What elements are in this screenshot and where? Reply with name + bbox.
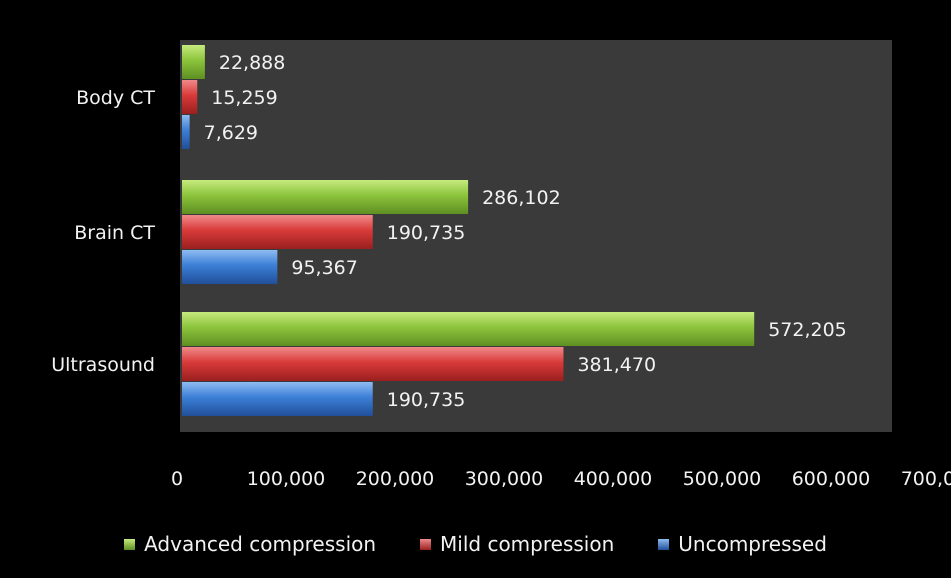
legend-label-advanced: Advanced compression bbox=[144, 532, 377, 556]
data-label-ultrasound-uncompressed: 190,735 bbox=[387, 389, 466, 411]
data-label-brain-ct-advanced: 286,102 bbox=[482, 187, 561, 209]
category-label-ultrasound: Ultrasound bbox=[51, 354, 155, 376]
legend-item-advanced: Advanced compression bbox=[124, 532, 376, 556]
bar-body-ct-uncompressed bbox=[182, 115, 190, 149]
legend-swatch-advanced bbox=[124, 538, 136, 550]
legend: Advanced compression Mild compression Un… bbox=[0, 527, 951, 561]
legend-swatch-mild bbox=[420, 538, 432, 550]
data-label-brain-ct-uncompressed: 95,367 bbox=[291, 257, 357, 279]
legend-item-mild: Mild compression bbox=[420, 532, 614, 556]
x-tick-label: 300,000 bbox=[465, 468, 544, 490]
bar-ultrasound-uncompressed bbox=[182, 382, 373, 416]
x-tick-label: 500,000 bbox=[683, 468, 762, 490]
x-tick-label: 200,000 bbox=[356, 468, 435, 490]
x-tick-label: 700,000 bbox=[901, 468, 951, 490]
x-tick-label: 600,000 bbox=[792, 468, 871, 490]
bar-ultrasound-mild bbox=[182, 347, 564, 381]
bar-brain-ct-uncompressed bbox=[182, 250, 278, 284]
bar-body-ct-advanced bbox=[182, 45, 205, 79]
data-label-ultrasound-advanced: 572,205 bbox=[768, 319, 847, 341]
legend-item-uncompressed: Uncompressed bbox=[658, 532, 827, 556]
x-tick-label: 0 bbox=[171, 468, 183, 490]
bar-body-ct-mild bbox=[182, 80, 198, 114]
data-label-brain-ct-mild: 190,735 bbox=[387, 222, 466, 244]
category-label-brain-ct: Brain CT bbox=[74, 222, 155, 244]
x-tick-label: 400,000 bbox=[574, 468, 653, 490]
legend-label-uncompressed: Uncompressed bbox=[678, 532, 827, 556]
bar-ultrasound-advanced bbox=[182, 312, 755, 346]
data-label-body-ct-mild: 15,259 bbox=[211, 87, 277, 109]
bar-brain-ct-mild bbox=[182, 215, 373, 249]
data-label-body-ct-uncompressed: 7,629 bbox=[204, 122, 258, 144]
x-tick-label: 100,000 bbox=[247, 468, 326, 490]
data-label-ultrasound-mild: 381,470 bbox=[577, 354, 656, 376]
category-label-body-ct: Body CT bbox=[76, 87, 155, 109]
legend-label-mild: Mild compression bbox=[440, 532, 615, 556]
bar-brain-ct-advanced bbox=[182, 180, 469, 214]
legend-swatch-uncompressed bbox=[658, 538, 670, 550]
data-label-body-ct-advanced: 22,888 bbox=[219, 52, 285, 74]
